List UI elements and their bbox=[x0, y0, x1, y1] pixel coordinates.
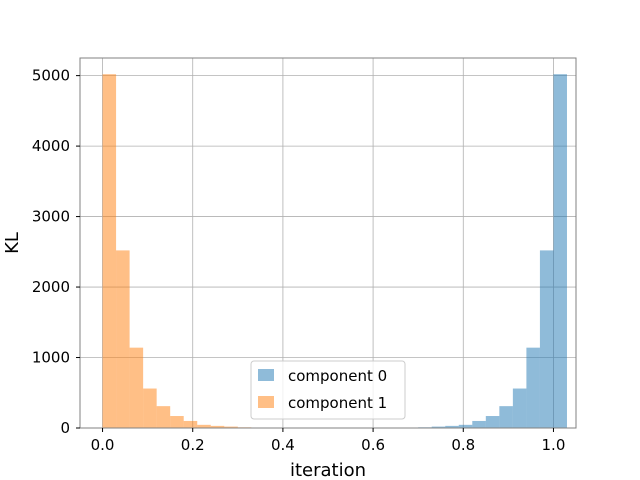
x-tick-label: 0.6 bbox=[361, 436, 385, 454]
histogram-bar bbox=[553, 74, 567, 428]
y-tick-label: 2000 bbox=[32, 278, 70, 296]
series-0-bars bbox=[404, 74, 567, 428]
x-tick-label: 0.0 bbox=[91, 436, 115, 454]
y-tick-label: 1000 bbox=[32, 349, 70, 367]
legend: component 0 component 1 bbox=[250, 360, 406, 420]
histogram-bar bbox=[512, 388, 527, 428]
histogram-bar bbox=[170, 416, 184, 428]
legend-box bbox=[250, 360, 406, 420]
y-axis-label: KL bbox=[2, 232, 23, 254]
histogram-bar bbox=[156, 406, 171, 428]
histogram-bar bbox=[129, 347, 144, 428]
histogram-bar bbox=[485, 416, 500, 428]
histogram-bar bbox=[499, 406, 513, 428]
histogram-bar bbox=[210, 425, 225, 428]
y-tick-label: 5000 bbox=[32, 67, 70, 85]
x-tick-label: 0.8 bbox=[451, 436, 475, 454]
histogram-bar bbox=[526, 347, 540, 428]
x-axis-label: iteration bbox=[290, 460, 366, 480]
legend-label-component-0: component 0 bbox=[288, 367, 387, 385]
histogram-bar bbox=[183, 420, 198, 428]
histogram-bar bbox=[143, 388, 157, 428]
legend-label-component-1: component 1 bbox=[288, 394, 387, 412]
x-tick-label: 1.0 bbox=[542, 436, 566, 454]
histogram-bar bbox=[116, 250, 130, 428]
x-axis-ticks: 0.0 0.2 0.4 0.6 0.8 1.0 bbox=[91, 428, 566, 454]
histogram-bar bbox=[445, 425, 459, 428]
series-1-bars bbox=[102, 74, 265, 428]
y-axis-ticks: 0 1000 2000 3000 4000 5000 bbox=[32, 67, 80, 437]
histogram-bar bbox=[197, 424, 211, 428]
histogram-bar bbox=[102, 74, 117, 428]
histogram-bars bbox=[102, 74, 567, 428]
y-tick-label: 3000 bbox=[32, 208, 70, 226]
x-tick-label: 0.2 bbox=[181, 436, 205, 454]
legend-swatch-component-1 bbox=[258, 396, 274, 408]
histogram-bar bbox=[472, 420, 486, 428]
histogram-bar bbox=[431, 426, 446, 428]
histogram-bar bbox=[539, 250, 554, 428]
plot-area-frame bbox=[79, 57, 577, 429]
y-tick-label: 4000 bbox=[32, 137, 70, 155]
histogram-bar bbox=[224, 426, 238, 428]
x-tick-label: 0.4 bbox=[271, 436, 295, 454]
y-tick-label: 0 bbox=[60, 419, 70, 437]
histogram-bar bbox=[458, 424, 473, 428]
legend-swatch-component-0 bbox=[258, 369, 274, 381]
